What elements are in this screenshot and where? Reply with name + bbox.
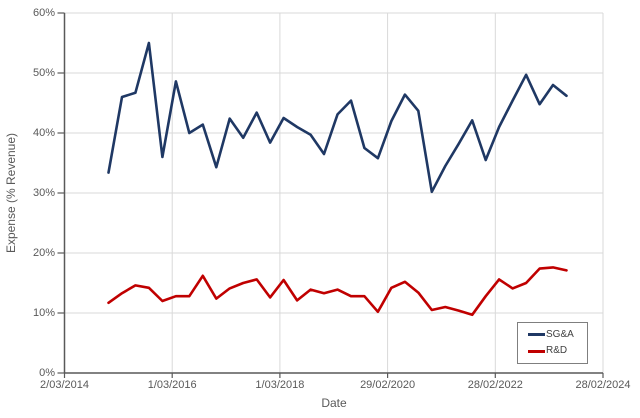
sgna-line-swatch [528, 333, 545, 337]
x-tick-label: 2/03/2014 [40, 379, 89, 391]
x-tick-label: 1/03/2018 [255, 379, 305, 391]
legend: SG&A R&D [517, 322, 588, 364]
legend-item-sgna: SG&A [528, 328, 587, 340]
y-tick-label: 20% [32, 246, 55, 259]
x-tick-label: 28/02/2024 [575, 379, 631, 391]
y-tick-label: 40% [32, 126, 55, 139]
legend-item-rnd: R&D [528, 346, 587, 356]
legend-label-sgna: SG&A [546, 328, 574, 340]
x-tick-label: 29/02/2020 [360, 379, 416, 391]
y-tick-label: 30% [32, 186, 55, 199]
y-tick-label: 10% [32, 306, 55, 319]
x-axis-title: Date [321, 396, 347, 410]
y-tick-label: 50% [32, 66, 55, 79]
sgna-series-line [107, 41, 568, 194]
x-tick-label: 28/02/2022 [467, 379, 523, 391]
rnd-series-line [107, 266, 568, 317]
y-tick-label: 60% [32, 6, 55, 19]
legend-label-rnd: R&D [546, 345, 568, 357]
x-tick-label: 1/03/2016 [147, 379, 197, 391]
rnd-line-swatch [528, 349, 545, 353]
y-tick-label: 0% [39, 366, 55, 379]
y-axis-title: Expense (% Revenue) [4, 132, 18, 254]
